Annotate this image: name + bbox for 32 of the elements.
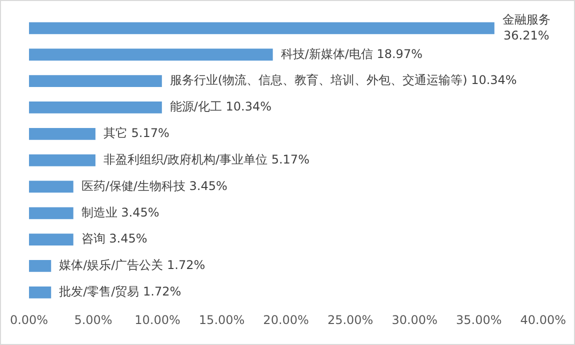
bar <box>29 180 74 193</box>
bar <box>29 286 52 298</box>
bar <box>29 207 74 220</box>
category-label: 咨询 3.45% <box>81 232 148 246</box>
x-tick-label: 30.00% <box>392 312 438 327</box>
bar <box>29 260 52 272</box>
category-label: 制造业 3.45% <box>81 205 160 220</box>
bar <box>29 102 162 114</box>
category-label: 媒体/娱乐/广告公关 1.72% <box>59 258 206 272</box>
x-tick-label: 10.00% <box>134 312 180 327</box>
data-label: 36.21% <box>504 28 550 42</box>
bar <box>29 48 273 61</box>
category-label: 科技/新媒体/电信 18.97% <box>280 46 422 61</box>
x-tick-label: 25.00% <box>327 312 374 327</box>
x-tick-label: 35.00% <box>456 312 502 327</box>
bar <box>29 22 494 34</box>
y-tick-label: 金融服务 <box>502 12 550 26</box>
category-label: 能源/化工 10.34% <box>170 100 272 114</box>
bar <box>29 234 74 246</box>
category-label: 服务行业(物流、信息、教育、培训、外包、交通运输等) 10.34% <box>170 73 517 88</box>
category-label: 非盈利组织/政府机构/事业单位 5.17% <box>103 152 310 166</box>
bar <box>29 75 162 87</box>
x-tick-label: 0.00% <box>10 312 48 327</box>
category-label: 批发/零售/贸易 1.72% <box>59 284 182 299</box>
category-label: 医药/保健/生物科技 3.45% <box>81 178 228 193</box>
x-tick-label: 40.00% <box>520 312 566 327</box>
x-tick-label: 15.00% <box>198 312 245 327</box>
category-label: 其它 5.17% <box>103 126 170 140</box>
bar <box>29 128 96 140</box>
x-tick-label: 5.00% <box>74 312 112 327</box>
x-tick-label: 20.00% <box>263 312 309 327</box>
bar <box>29 154 96 166</box>
